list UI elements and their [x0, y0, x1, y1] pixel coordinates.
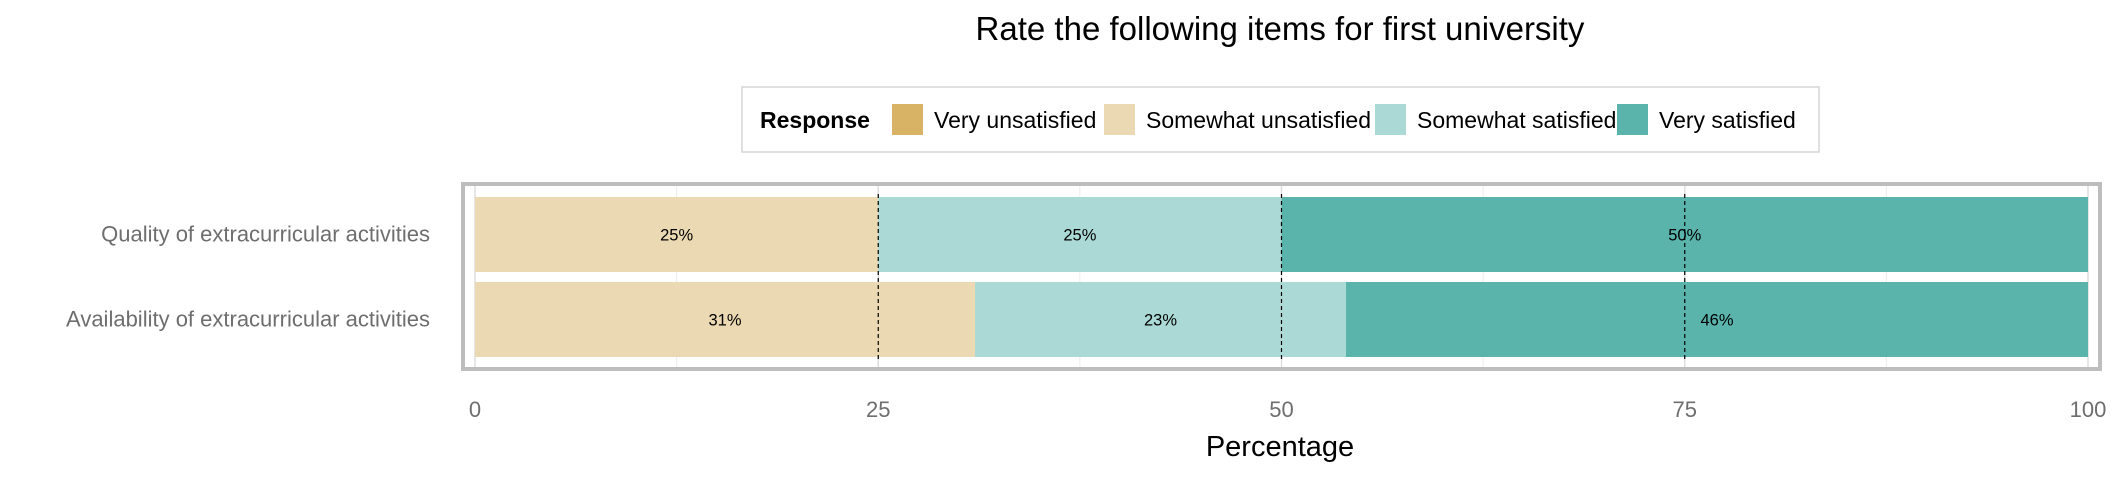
panel-border: [461, 182, 2102, 371]
data-label-0-3: 50%: [1668, 227, 1701, 245]
legend-key-1: [1104, 104, 1135, 135]
bar-segment-0-1: [475, 197, 879, 272]
x-tick-label: 50: [1269, 397, 1293, 422]
legend-key-0: [892, 104, 923, 135]
legend-label-0: Very unsatisfied: [934, 107, 1096, 133]
plot-area: 25% 25% 50% 31% 23% 46%: [461, 182, 2102, 371]
legend-title: Response: [760, 107, 870, 133]
x-tick-label: 25: [866, 397, 890, 422]
legend-label-3: Very satisfied: [1659, 107, 1796, 133]
bar-segment-1-3: [1346, 282, 2088, 357]
legend-label-1: Somewhat unsatisfied: [1146, 107, 1371, 133]
bar-segment-1-1: [475, 282, 976, 357]
x-tick-label: 75: [1673, 397, 1697, 422]
chart-title: Rate the following items for first unive…: [976, 10, 1585, 47]
data-label-1-3: 46%: [1700, 312, 1733, 330]
legend-label-2: Somewhat satisfied: [1417, 107, 1616, 133]
legend-key-2: [1375, 104, 1406, 135]
category-label-1: Availability of extracurricular activiti…: [66, 307, 430, 332]
data-label-1-2: 23%: [1144, 312, 1177, 330]
bar-segment-0-2: [878, 197, 1282, 272]
data-label-0-2: 25%: [1063, 227, 1096, 245]
x-tick-label: 100: [2070, 397, 2107, 422]
legend-key-3: [1617, 104, 1648, 135]
legend: Response Very unsatisfied Somewhat unsati…: [741, 86, 1820, 153]
x-axis-title: Percentage: [1206, 431, 1354, 463]
bar-segment-1-2: [975, 282, 1347, 357]
x-tick-label: 0: [469, 397, 481, 422]
data-label-0-1: 25%: [660, 227, 693, 245]
data-label-1-1: 31%: [708, 312, 741, 330]
category-label-0: Quality of extracurricular activities: [101, 222, 430, 247]
